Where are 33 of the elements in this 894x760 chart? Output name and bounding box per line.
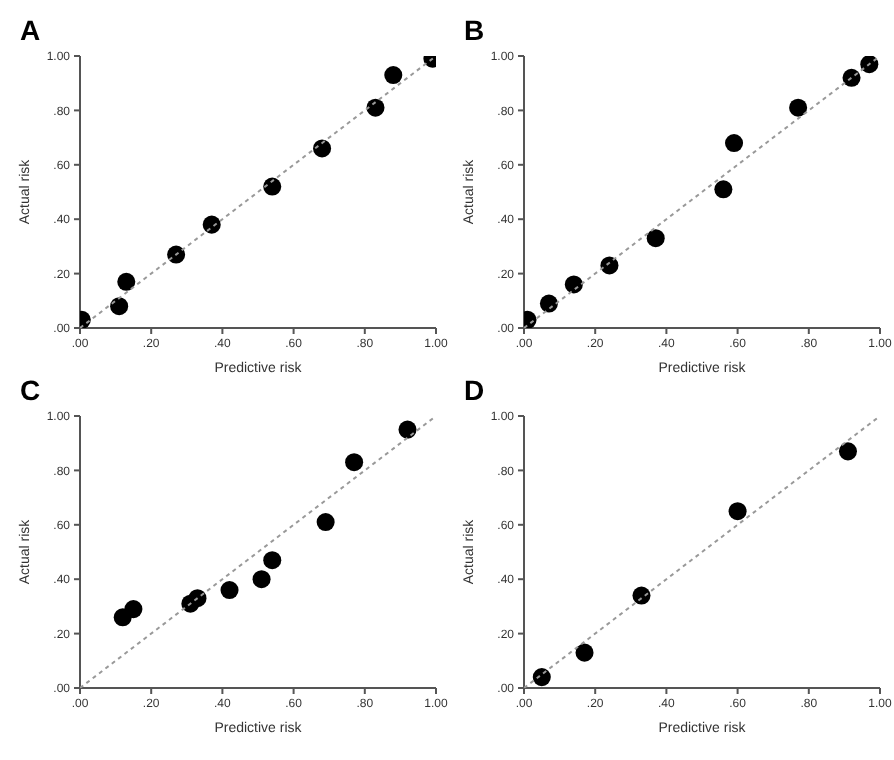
point [398, 420, 417, 439]
point [188, 589, 207, 608]
point [632, 586, 651, 605]
point [725, 134, 744, 153]
point [564, 275, 583, 294]
point [646, 229, 665, 248]
point [263, 177, 282, 196]
point [366, 98, 385, 117]
point [117, 272, 136, 291]
point [345, 453, 364, 472]
point [838, 442, 857, 461]
point [124, 600, 143, 619]
point [316, 513, 335, 532]
point [714, 180, 733, 199]
point [532, 668, 551, 687]
point [539, 294, 558, 313]
point [728, 502, 747, 521]
point [789, 98, 808, 117]
chart-title: C [18, 374, 43, 406]
point [220, 581, 239, 600]
point [313, 139, 332, 158]
point [110, 297, 129, 316]
chart-title: B [462, 14, 487, 46]
point [860, 56, 879, 74]
point [575, 643, 594, 662]
point [842, 68, 861, 87]
point [167, 245, 186, 264]
point [202, 215, 221, 234]
point [252, 570, 271, 589]
point [384, 66, 403, 85]
point [263, 551, 282, 570]
chart-title: D [462, 374, 487, 406]
chart-title: A [18, 14, 43, 46]
